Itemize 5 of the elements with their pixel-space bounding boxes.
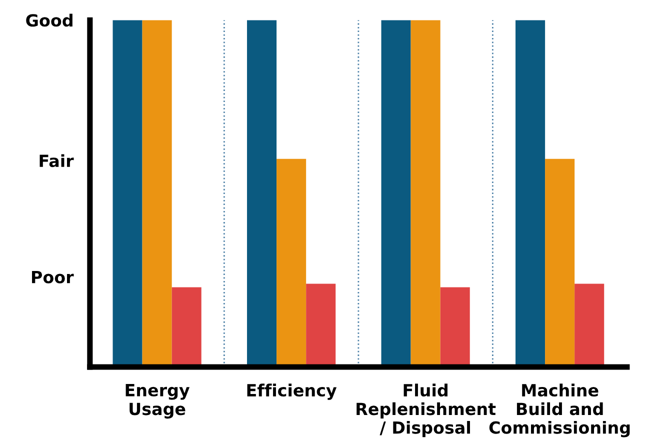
text: Fair: [40, 154, 74, 168]
text: Good: [26, 14, 72, 27]
x-tick-label: Energy Usage: [126, 384, 190, 419]
text: Poor: [32, 270, 74, 284]
x-tick-label: Efficiency: [247, 384, 337, 400]
